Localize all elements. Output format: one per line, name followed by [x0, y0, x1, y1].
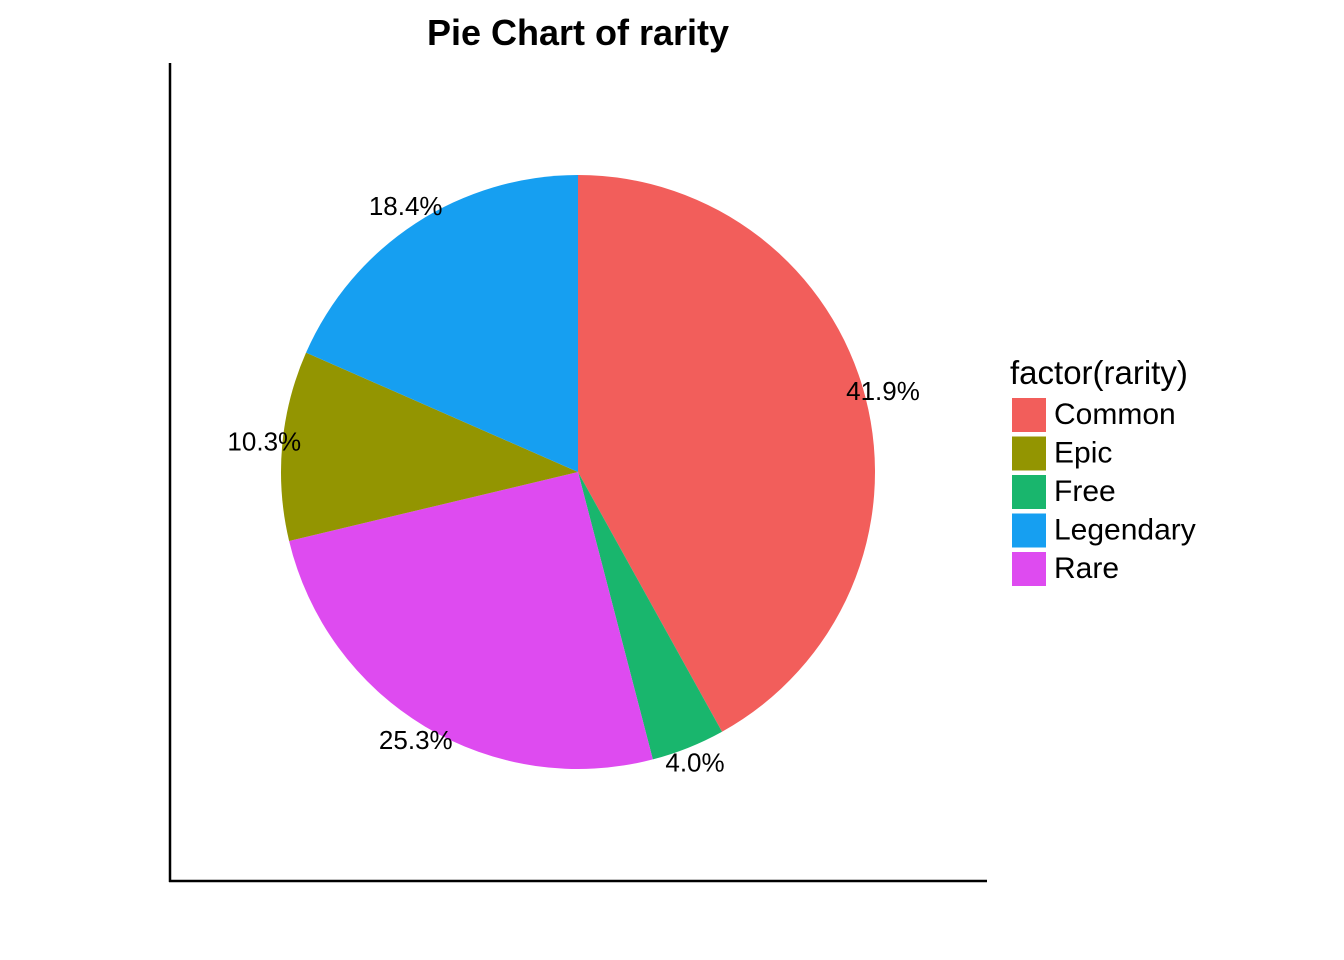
pie-slice-legendary — [306, 174, 578, 472]
pie-slice-common — [578, 175, 875, 732]
legend-swatch-legendary — [1012, 513, 1046, 548]
legend-title: factor(rarity) — [1010, 354, 1188, 391]
pie-slice-epic — [280, 352, 578, 541]
legend-swatch-rare — [1012, 552, 1046, 586]
legend-swatch-common — [1012, 398, 1046, 432]
slice-label-free: 4.0% — [665, 747, 724, 777]
legend-label-rare: Rare — [1054, 552, 1119, 585]
chart-title: Pie Chart of rarity — [427, 12, 729, 53]
legend-label-free: Free — [1054, 475, 1116, 508]
legend-items: Common Epic Free Legendary Rare — [1012, 398, 1196, 586]
legend-swatch-epic — [1012, 436, 1046, 471]
pie-slices — [280, 174, 875, 769]
legend: factor(rarity) Common Epic Free Legendary Ra… — [1010, 354, 1196, 586]
legend-swatch-free — [1012, 475, 1046, 509]
slice-label-common: 41.9% — [846, 376, 920, 406]
slice-label-epic: 10.3% — [227, 427, 301, 457]
legend-label-legendary: Legendary — [1054, 513, 1196, 546]
legend-label-common: Common — [1054, 398, 1176, 431]
pie-slice-labels: 41.9% 4.0% 25.3% 10.3% 18.4% — [227, 191, 919, 777]
slice-label-rare: 25.3% — [379, 725, 453, 755]
pie-slice-free — [578, 472, 723, 760]
legend-label-epic: Epic — [1054, 436, 1112, 469]
pie-slice-rare — [289, 472, 653, 769]
slice-label-legendary: 18.4% — [369, 191, 443, 221]
